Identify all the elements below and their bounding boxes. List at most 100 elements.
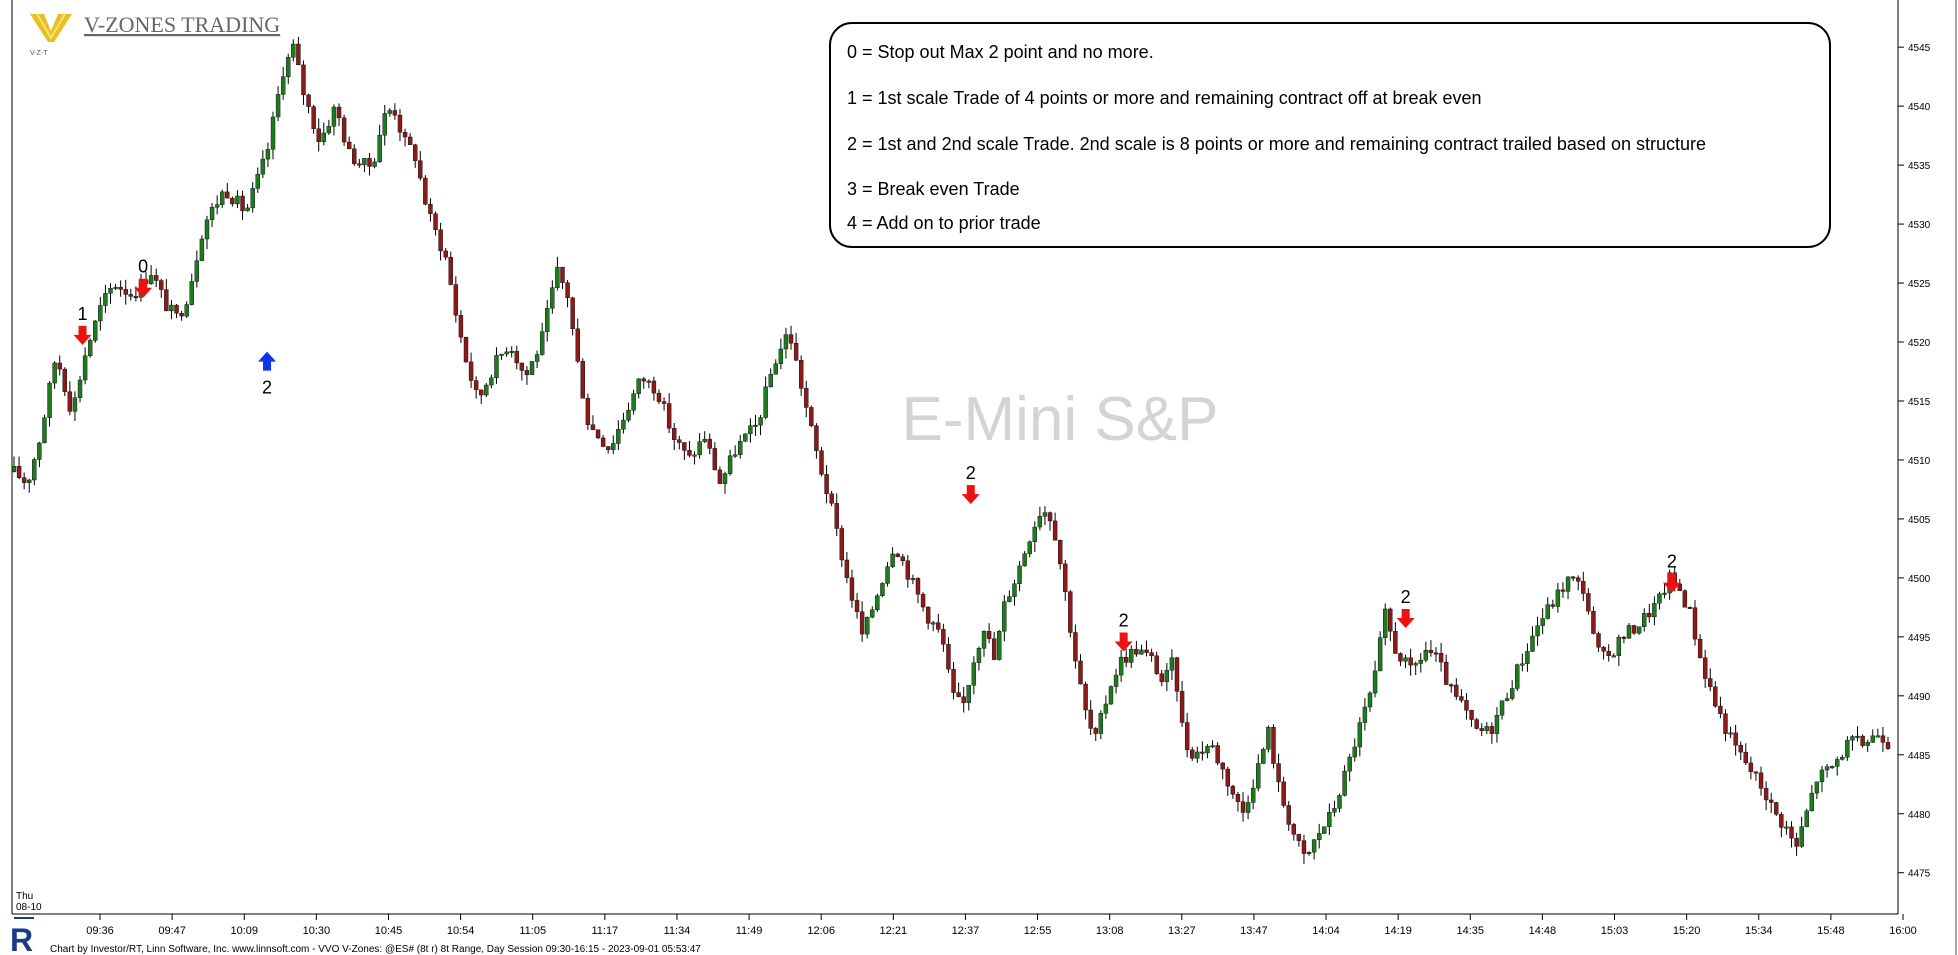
candle <box>1616 634 1622 666</box>
candle <box>1819 765 1825 793</box>
candle <box>1296 833 1302 847</box>
candle <box>1469 709 1474 727</box>
candle <box>1697 634 1703 659</box>
candle <box>1195 746 1200 763</box>
candle <box>550 280 555 314</box>
candle <box>169 299 174 320</box>
candle <box>489 374 494 389</box>
footer-credit: Chart by Investor/RT, Linn Software, Inc… <box>50 944 701 955</box>
candle <box>600 434 606 448</box>
candle <box>641 376 646 389</box>
candle <box>839 525 845 567</box>
candle <box>575 318 580 364</box>
time-tick-label: 13:27 <box>1168 925 1196 937</box>
candle <box>209 202 215 228</box>
time-tick-label: 11:17 <box>591 925 618 937</box>
candle <box>611 435 616 454</box>
candle <box>189 273 194 306</box>
candle <box>763 376 768 420</box>
candle <box>1713 681 1718 708</box>
candle <box>1723 709 1728 742</box>
price-tick-label: 4495 <box>1908 633 1931 644</box>
candle <box>1525 643 1530 672</box>
candle <box>991 632 997 661</box>
candle <box>1327 803 1332 835</box>
candle <box>590 415 596 431</box>
candle <box>1286 800 1291 831</box>
price-tick-label: 4490 <box>1908 692 1931 703</box>
signal-label: 2 <box>1401 587 1411 607</box>
candle <box>1591 606 1596 635</box>
candle <box>468 352 474 389</box>
signal-label: 0 <box>138 257 148 277</box>
candle <box>931 621 936 632</box>
candle <box>976 646 982 671</box>
candle <box>1449 683 1454 693</box>
candle <box>1489 722 1495 744</box>
candle <box>1606 644 1611 662</box>
candle <box>1149 648 1154 662</box>
time-tick-label: 13:47 <box>1240 925 1268 937</box>
candle <box>1870 729 1875 743</box>
price-tick-label: 4540 <box>1908 102 1931 113</box>
candle <box>1743 743 1748 765</box>
candle <box>865 616 870 639</box>
candle <box>1733 724 1738 756</box>
candle <box>438 222 443 261</box>
candle <box>1266 725 1271 753</box>
candle <box>377 124 382 163</box>
candle <box>595 429 601 439</box>
candle <box>204 215 210 250</box>
candle <box>1220 761 1225 780</box>
candle <box>1047 511 1053 531</box>
candle <box>1835 756 1840 776</box>
candle <box>118 280 123 297</box>
candle <box>661 397 667 411</box>
candle <box>778 338 784 370</box>
candle <box>1626 623 1632 639</box>
candle <box>443 247 448 261</box>
legend-box <box>829 22 1831 248</box>
watermark-text: E-Mini S&P <box>902 385 1219 454</box>
candle <box>910 574 916 585</box>
candle <box>1129 645 1134 668</box>
candle <box>1398 652 1403 667</box>
candle <box>1596 631 1601 652</box>
candle <box>1362 698 1368 731</box>
candle <box>367 153 372 176</box>
candle <box>1423 641 1429 663</box>
candle <box>1545 597 1550 620</box>
candle <box>890 547 895 569</box>
candle <box>362 158 367 173</box>
candle <box>265 142 271 167</box>
candle <box>479 389 484 404</box>
candle <box>1306 851 1312 856</box>
candle <box>179 310 184 321</box>
candle <box>1108 685 1114 705</box>
candle <box>880 582 885 598</box>
candle <box>453 276 459 323</box>
candle <box>712 442 718 471</box>
candle <box>1611 653 1616 658</box>
candle <box>672 423 677 451</box>
sell-arrow-icon <box>1114 632 1133 652</box>
candle <box>616 420 621 451</box>
candle <box>1789 821 1794 848</box>
candle <box>646 379 652 389</box>
candle <box>717 466 723 485</box>
time-tick-label: 12:21 <box>880 925 908 937</box>
candle <box>707 433 712 455</box>
candle <box>1332 800 1337 817</box>
signal-label: 2 <box>1667 552 1677 572</box>
time-tick-label: 10:30 <box>303 925 331 937</box>
candle <box>1337 793 1342 813</box>
candle <box>499 353 504 360</box>
candle <box>1393 622 1398 654</box>
time-axis: 09:36 09:47 10:09 10:30 10:45 10:54 11:05 11:17… <box>86 914 1917 937</box>
candle <box>1413 661 1418 675</box>
candle <box>677 435 682 450</box>
candle <box>93 320 98 343</box>
candle <box>961 686 966 713</box>
candle <box>331 104 337 136</box>
candle <box>280 66 286 100</box>
